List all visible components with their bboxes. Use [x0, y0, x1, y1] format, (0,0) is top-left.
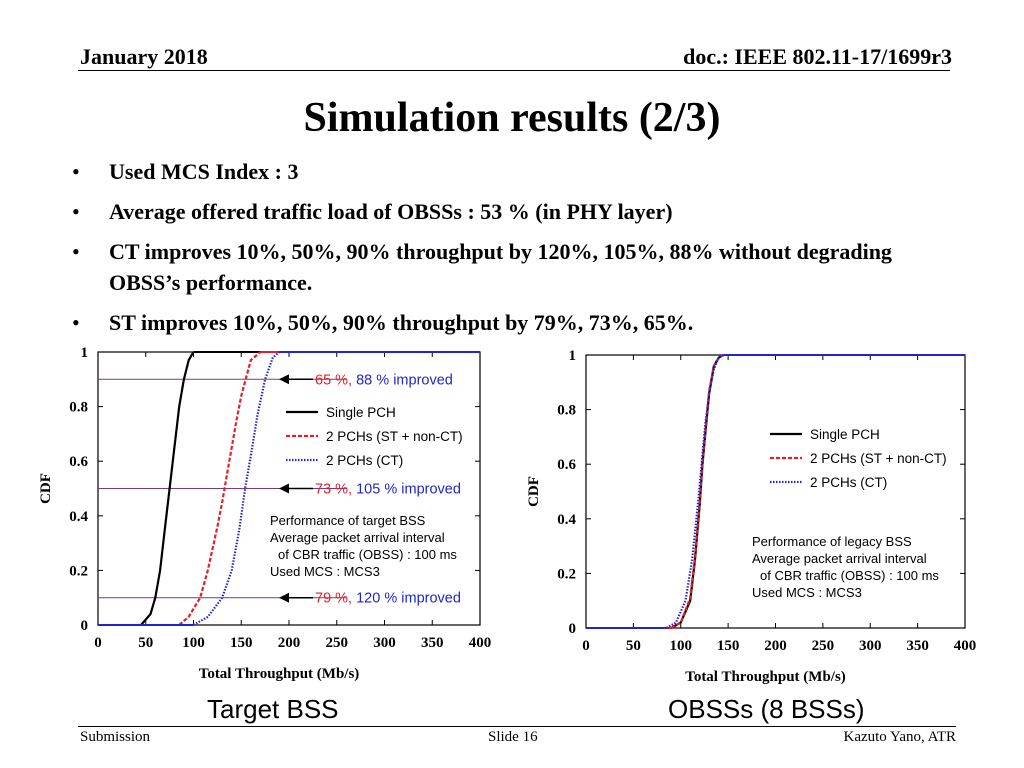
- target-annotation-label: 79 %, 120 % improved: [315, 591, 461, 607]
- obss-legend-label: 2 PCHs (CT): [810, 475, 887, 490]
- footer-rule: [78, 726, 956, 727]
- obss-y-tick-label: 0.8: [557, 403, 576, 419]
- bullet-text: Used MCS Index : 3: [109, 159, 299, 184]
- obss-cdf-chart: 0 50 100 150 200 250 300 350 400 0 0.2 0.4 0.6 0.8 1 To…: [526, 348, 977, 685]
- target-annotation-arrowhead: [279, 374, 289, 385]
- obss-series-ct: [665, 354, 724, 629]
- target-annotation-suffix: improved: [389, 372, 453, 388]
- target-series-single-pch: [140, 351, 195, 626]
- target-y-tick-label: 0.6: [69, 454, 88, 470]
- target-annotation-st: 79 %,: [315, 591, 356, 607]
- target-y-axis-label: CDF: [38, 473, 54, 504]
- bullet-dot: •: [72, 159, 80, 184]
- bullet-item: • ST improves 10%, 50%, 90% throughput by…: [72, 307, 952, 338]
- target-bss-cdf-chart: 0 50 100 150 200 250 300 350 400 0 0.2 0.4 0.6 0.8 1 To…: [38, 345, 492, 682]
- obss-x-tick-label: 0: [582, 638, 590, 654]
- obss-note-line: of CBR traffic (OBSS) : 100 ms: [760, 568, 939, 583]
- obss-x-tick-label: 400: [954, 638, 977, 654]
- target-y-tick-label: 0.2: [69, 563, 88, 579]
- target-x-tick-label: 350: [421, 635, 444, 651]
- caption-obss: OBSSs (8 BSSs): [668, 694, 865, 724]
- header-rule: [78, 70, 950, 71]
- target-y-tick-label: 1: [81, 345, 89, 361]
- obss-x-tick-label: 150: [717, 638, 740, 654]
- bullet-dot: •: [72, 199, 80, 224]
- target-x-tick-label: 200: [278, 635, 301, 651]
- target-y-tick-label: 0.8: [69, 400, 88, 416]
- header-doc-id: doc.: IEEE 802.11-17/1699r3: [683, 44, 952, 69]
- bullet-dot: •: [72, 310, 80, 335]
- bullet-list: • Used MCS Index : 3 • Average offered tra…: [72, 156, 952, 347]
- target-x-tick-label: 300: [373, 635, 396, 651]
- target-x-tick-label: 0: [94, 635, 102, 651]
- bullet-item: • Used MCS Index : 3: [72, 156, 952, 187]
- target-x-axis-label: Total Throughput (Mb/s): [199, 666, 360, 682]
- obss-legend-label: 2 PCHs (ST + non-CT): [810, 451, 947, 466]
- target-note-line: Average packet arrival interval: [270, 530, 445, 545]
- obss-x-tick-label: 200: [764, 638, 787, 654]
- obss-legend-label: Single PCH: [810, 427, 880, 442]
- obss-x-tick-label: 350: [906, 638, 929, 654]
- target-annotation-ct: 120 %: [356, 591, 397, 607]
- target-annotation-arrowhead: [279, 483, 289, 494]
- target-legend-label: Single PCH: [326, 405, 396, 420]
- slide-title: Simulation results (2/3): [303, 95, 721, 141]
- target-note-line: Used MCS : MCS3: [270, 564, 380, 579]
- target-series-st: [178, 351, 262, 626]
- target-note-line: of CBR traffic (OBSS) : 100 ms: [278, 547, 457, 562]
- target-x-tick-label: 400: [469, 635, 492, 651]
- bullet-item: • Average offered traffic load of OBSSs :…: [72, 196, 952, 227]
- target-annotation-ct: 88 %: [356, 372, 389, 388]
- target-annotation-st: 65 %,: [315, 372, 356, 388]
- target-annotation-arrowhead: [279, 592, 289, 603]
- bullet-item: • CT improves 10%, 50%, 90% throughput by…: [72, 236, 952, 298]
- caption-target-bss: Target BSS: [207, 694, 339, 724]
- obss-x-axis-label: Total Throughput (Mb/s): [685, 669, 846, 685]
- target-y-tick-label: 0: [81, 618, 89, 634]
- bullet-dot: •: [72, 239, 80, 264]
- obss-y-tick-label: 0.6: [557, 457, 576, 473]
- target-x-tick-label: 250: [326, 635, 349, 651]
- target-annotation-label: 65 %, 88 % improved: [315, 372, 453, 388]
- target-series-ct: [192, 351, 281, 626]
- obss-series-single-pch: [670, 354, 724, 629]
- target-annotation-suffix: improved: [397, 482, 461, 498]
- obss-y-tick-label: 0: [569, 621, 577, 637]
- target-annotation-st: 73 %,: [315, 482, 356, 498]
- target-x-tick-label: 50: [138, 635, 153, 651]
- obss-y-tick-label: 0.2: [557, 566, 576, 582]
- obss-y-tick-label: 0.4: [557, 512, 576, 528]
- obss-x-tick-label: 100: [670, 638, 693, 654]
- target-annotation-label: 73 %, 105 % improved: [315, 482, 461, 498]
- header-date: January 2018: [80, 44, 208, 69]
- obss-x-tick-label: 50: [626, 638, 641, 654]
- obss-y-axis-label: CDF: [526, 476, 542, 507]
- target-annotation-ct: 105 %: [356, 482, 397, 498]
- bullet-text: Average offered traffic load of OBSSs : …: [109, 199, 673, 224]
- target-note-line: Performance of target BSS: [270, 513, 426, 528]
- bullet-text: ST improves 10%, 50%, 90% throughput by …: [109, 310, 694, 335]
- obss-series-st: [670, 354, 724, 629]
- obss-note-line: Used MCS : MCS3: [752, 585, 862, 600]
- target-legend-label: 2 PCHs (CT): [326, 453, 403, 468]
- obss-x-tick-label: 250: [812, 638, 835, 654]
- obss-y-tick-label: 1: [569, 348, 577, 364]
- footer-author: Kazuto Yano, ATR: [843, 729, 956, 745]
- footer-slide-number: Slide 16: [488, 729, 538, 745]
- footer-submission: Submission: [80, 729, 151, 745]
- target-x-tick-label: 150: [230, 635, 253, 651]
- target-x-tick-label: 100: [182, 635, 205, 651]
- obss-x-tick-label: 300: [859, 638, 882, 654]
- obss-note-line: Average packet arrival interval: [752, 551, 927, 566]
- target-annotation-suffix: improved: [397, 591, 461, 607]
- target-y-tick-label: 0.4: [69, 509, 88, 525]
- bullet-text: CT improves 10%, 50%, 90% throughput by …: [109, 239, 892, 295]
- obss-note-line: Performance of legacy BSS: [752, 534, 912, 549]
- target-legend-label: 2 PCHs (ST + non-CT): [326, 429, 463, 444]
